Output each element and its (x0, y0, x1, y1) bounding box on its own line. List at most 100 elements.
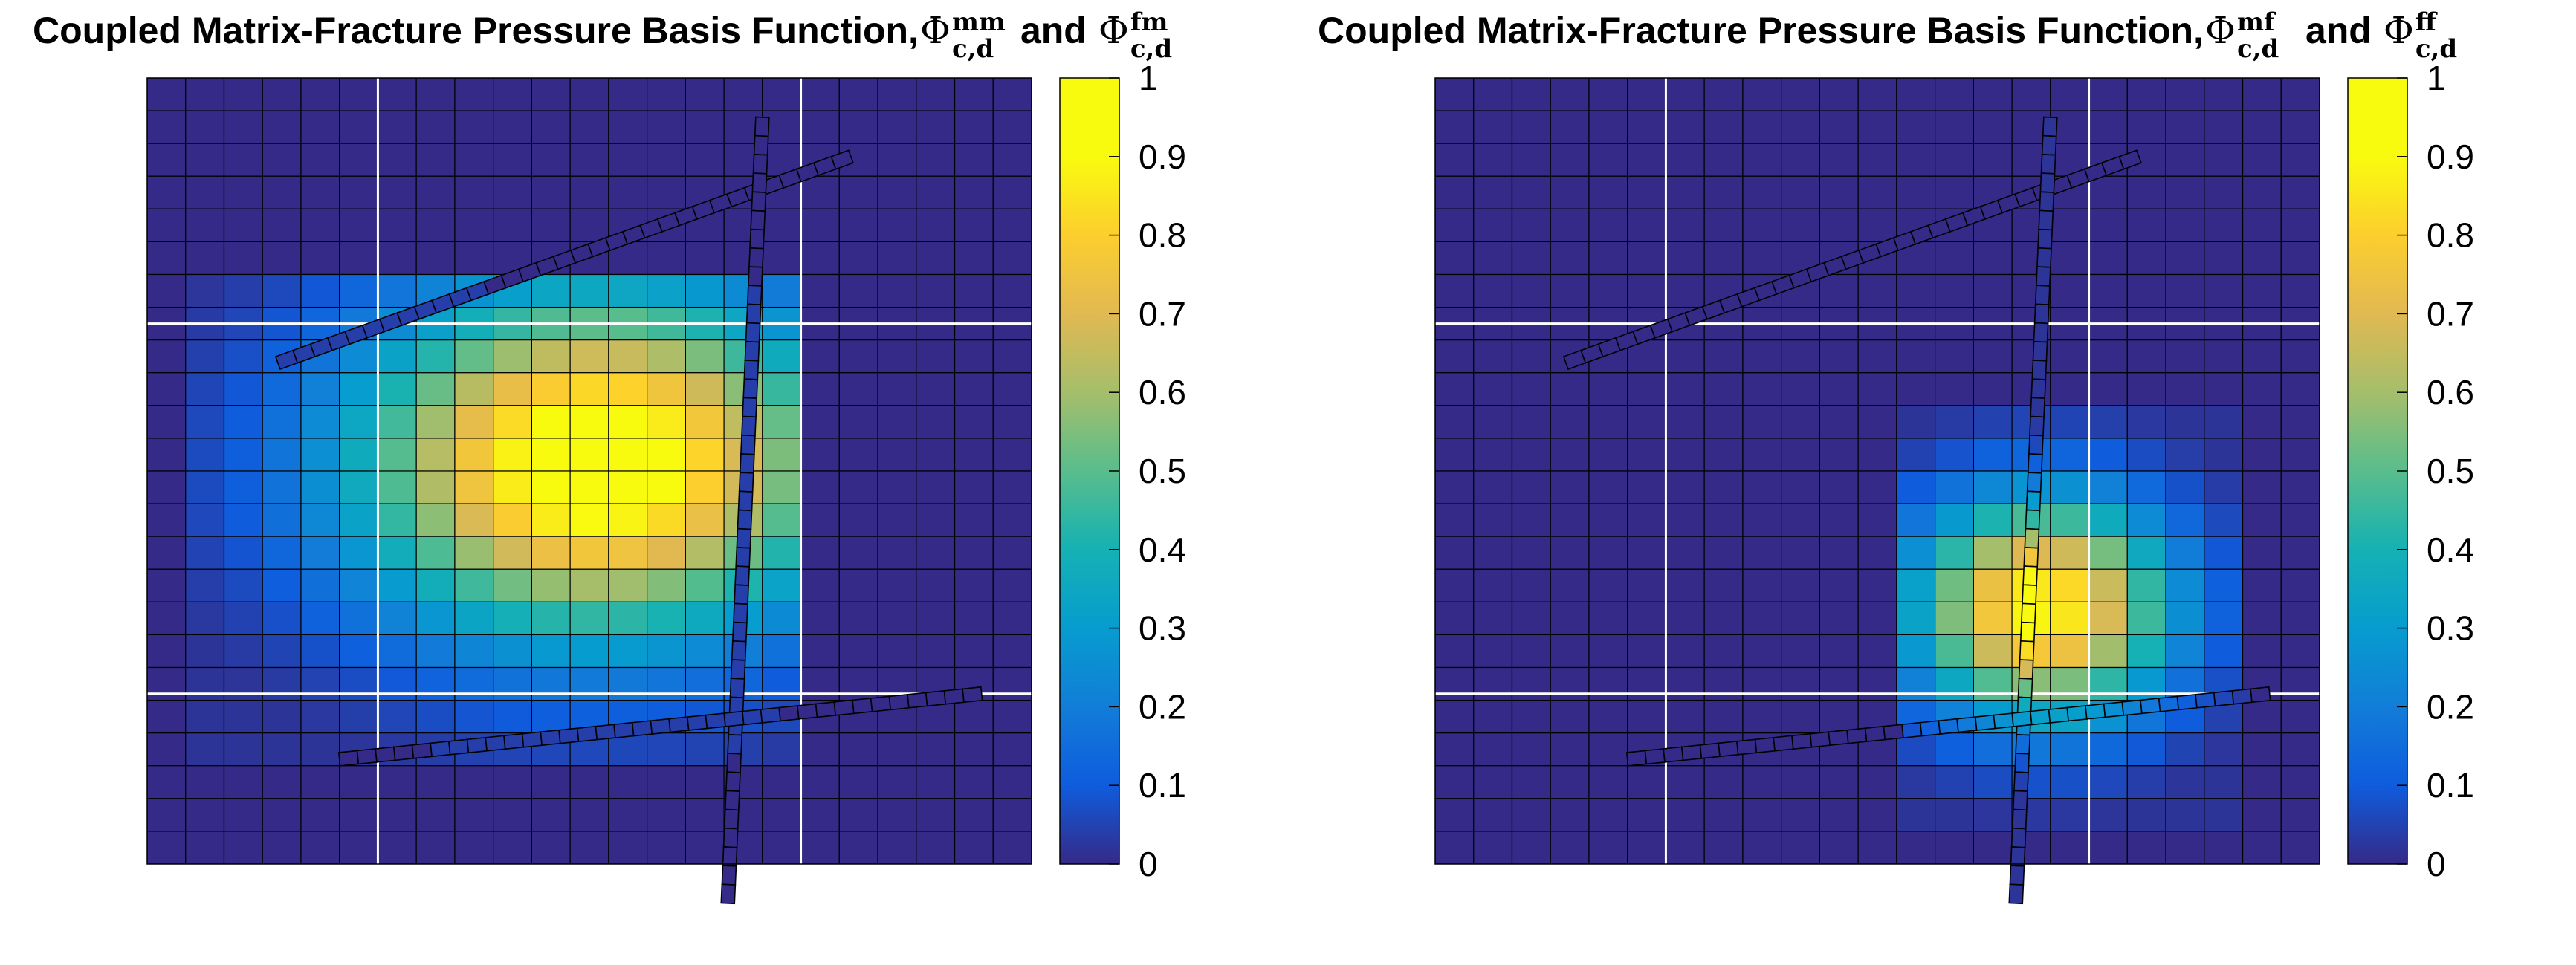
heatmap-cell (1935, 143, 1974, 177)
heatmap-cell (2165, 405, 2205, 439)
heatmap-cell (493, 372, 532, 406)
heatmap-cell (954, 241, 994, 276)
heatmap-cell (1896, 372, 1936, 406)
heatmap-cell (916, 536, 956, 570)
heatmap-cell (647, 536, 686, 570)
heatmap-cell (223, 831, 263, 864)
fracture-segment (888, 694, 910, 711)
heatmap-cell (1703, 503, 1744, 537)
heatmap-cell (608, 175, 648, 209)
heatmap-cell (1973, 536, 2013, 570)
heatmap-cell (1703, 601, 1744, 636)
heatmap-cell (2126, 78, 2166, 111)
heatmap-cell (1973, 765, 2013, 799)
heatmap-cell (300, 273, 340, 308)
heatmap-cell (2242, 765, 2282, 799)
heatmap-cell (1973, 405, 2013, 439)
fracture-segment (2040, 154, 2056, 175)
heatmap-cell (569, 110, 609, 144)
heatmap-cell (1973, 666, 2013, 701)
heatmap-cell (762, 666, 802, 701)
heatmap-cell (1511, 372, 1551, 406)
heatmap-cell (608, 536, 648, 570)
heatmap-cell (1473, 536, 1513, 570)
heatmap-cell (647, 798, 686, 832)
heatmap-cell (339, 831, 379, 864)
heatmap-cell (1819, 208, 1859, 243)
fracture-segment (2039, 191, 2055, 212)
heatmap-cell (1435, 831, 1475, 864)
heatmap-cell (147, 143, 187, 177)
fracture-segment (1974, 714, 1996, 731)
fracture-segment (2031, 360, 2048, 380)
heatmap-cell (1973, 143, 2013, 177)
heatmap-cell (1819, 470, 1859, 504)
heatmap-cell (992, 601, 1032, 636)
heatmap-cell (762, 732, 802, 767)
heatmap-cell (800, 536, 840, 570)
heatmap-cell (2050, 241, 2090, 276)
phi-superscript: mf (2236, 7, 2275, 37)
heatmap-cell (1473, 568, 1513, 602)
heatmap-cell (762, 241, 802, 276)
heatmap-cell (223, 634, 263, 669)
fracture-segment (737, 490, 754, 512)
fracture-segment (2024, 527, 2040, 549)
heatmap-cell (454, 666, 494, 701)
plot-frame (1434, 77, 2320, 865)
fracture-segment (2013, 771, 2029, 792)
heatmap-cell (608, 110, 648, 144)
heatmap-cell (147, 78, 187, 111)
heatmap-cell (1935, 372, 1974, 406)
heatmap-cell (1781, 536, 1820, 570)
heatmap-cell (2088, 634, 2128, 669)
heatmap-cell (2242, 241, 2282, 276)
heatmap-cell (2088, 798, 2128, 832)
heatmap-cell (1896, 143, 1936, 177)
heatmap-cell (339, 503, 379, 537)
heatmap-cell (185, 666, 225, 701)
heatmap-cell (1703, 568, 1744, 602)
heatmap-cell (2280, 798, 2320, 832)
heatmap-cell (877, 110, 917, 144)
fracture-segment (2025, 490, 2042, 512)
heatmap-cell (1857, 470, 1897, 504)
heatmap-cell (608, 78, 648, 111)
heatmap-cell (377, 568, 417, 602)
heatmap-cell (762, 438, 802, 472)
heatmap-cell (1703, 438, 1744, 472)
heatmap-cell (1819, 110, 1859, 144)
fracture-segment (2025, 509, 2041, 530)
heatmap-cell (2088, 405, 2128, 439)
heatmap-cell (531, 601, 571, 636)
colorbar-tick-label: 1 (1139, 59, 1158, 97)
heatmap-cell (992, 110, 1032, 144)
heatmap-cell (1973, 568, 2013, 602)
heatmap-cell (685, 405, 725, 439)
heatmap-cell (916, 831, 956, 864)
fracture-segment (734, 565, 751, 586)
fracture-segment (2085, 703, 2106, 720)
heatmap-cell (2165, 143, 2205, 177)
heatmap-cell (185, 438, 225, 472)
heatmap-cell (531, 438, 571, 472)
fracture-segment (2030, 378, 2047, 399)
heatmap-cell (762, 798, 802, 832)
heatmap-cell (1550, 405, 1590, 439)
heatmap-cell (493, 568, 532, 602)
heatmap-cell (877, 634, 917, 669)
fracture-segment (943, 688, 965, 705)
fracture-segment (2213, 689, 2235, 707)
heatmap-cell (1819, 78, 1859, 111)
heatmap-cell (2050, 273, 2090, 308)
heatmap-cell (1550, 208, 1590, 243)
heatmap-cell (877, 143, 917, 177)
heatmap-cell (762, 831, 802, 864)
heatmap-cell (1857, 503, 1897, 537)
heatmap-cell (992, 143, 1032, 177)
heatmap-cell (2126, 208, 2166, 243)
heatmap-cell (415, 765, 456, 799)
heatmap-cell (1588, 273, 1628, 308)
fracture-segment (2121, 699, 2143, 716)
heatmap-cell (223, 208, 263, 243)
